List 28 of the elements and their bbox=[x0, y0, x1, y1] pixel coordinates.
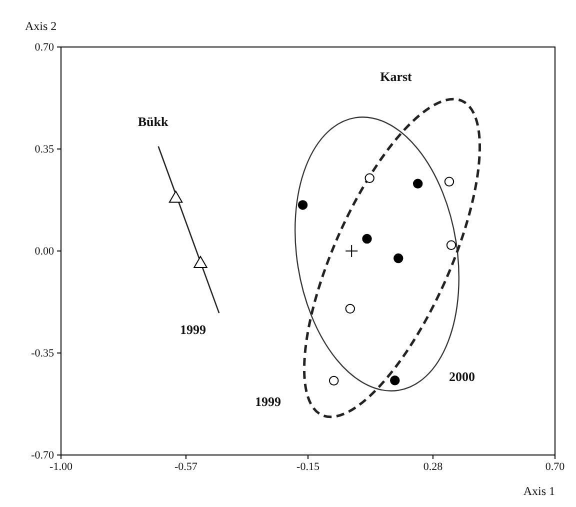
annotation: Bükk bbox=[138, 114, 169, 129]
point bbox=[390, 376, 400, 386]
point bbox=[328, 376, 339, 386]
point bbox=[362, 234, 372, 244]
y-tick-label: 0.35 bbox=[34, 144, 54, 156]
point bbox=[345, 304, 356, 314]
point bbox=[298, 200, 308, 210]
annotation: 2000 bbox=[449, 368, 475, 384]
x-axis-title: Axis 1 bbox=[523, 484, 555, 498]
point bbox=[446, 240, 456, 250]
point bbox=[394, 253, 404, 264]
x-tick-label: 0.28 bbox=[423, 460, 444, 473]
x-tick-label: -0.57 bbox=[174, 460, 198, 473]
point bbox=[345, 244, 358, 258]
y-axis-title: Axis 2 bbox=[25, 19, 57, 33]
y-tick-label: 0.00 bbox=[34, 246, 54, 258]
x-tick-label: 0.70 bbox=[545, 460, 566, 473]
x-tick-label: -1.00 bbox=[50, 460, 73, 473]
y-tick-label: -0.70 bbox=[31, 450, 54, 462]
y-tick-label: 0.70 bbox=[34, 42, 54, 54]
annotation: 1999 bbox=[180, 322, 206, 337]
x-tick-label: -0.15 bbox=[296, 460, 320, 473]
point bbox=[364, 173, 374, 184]
annotation: Karst bbox=[380, 68, 413, 84]
y-tick-label: -0.35 bbox=[31, 348, 54, 360]
point bbox=[412, 178, 423, 189]
annotation: 1999 bbox=[255, 394, 282, 409]
point bbox=[444, 176, 454, 186]
